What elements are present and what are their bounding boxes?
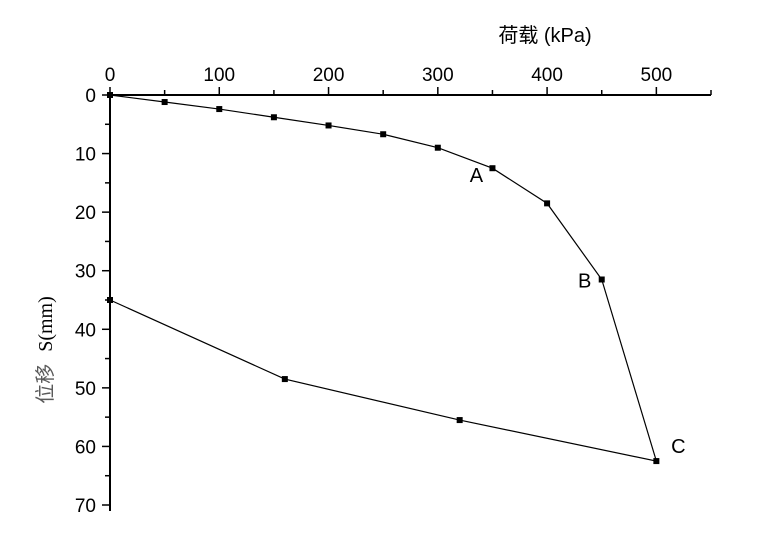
y-axis-title-suffix: S(mm)	[35, 296, 57, 352]
y-tick-label: 60	[75, 437, 96, 458]
annotation-b: B	[578, 271, 591, 293]
data-point	[325, 122, 332, 129]
data-point	[489, 165, 496, 172]
annotation-a: A	[470, 165, 484, 187]
data-point	[456, 417, 463, 424]
data-point	[434, 144, 441, 151]
data-point	[216, 106, 223, 113]
x-axis-title: 荷载 (kPa)	[498, 24, 591, 47]
data-point	[281, 376, 288, 383]
data-point	[653, 458, 660, 465]
y-tick-label: 70	[75, 496, 96, 517]
y-tick-label: 20	[75, 203, 96, 224]
svg-text:位移 S(mm): 位移 S(mm)	[33, 296, 57, 404]
y-tick-label: 50	[75, 379, 96, 400]
x-tick-label: 500	[641, 65, 673, 86]
data-point	[107, 297, 113, 303]
annotation-c: C	[671, 436, 685, 458]
data-point	[598, 276, 605, 283]
x-tick-label: 400	[531, 65, 563, 86]
y-tick-label: 40	[75, 320, 96, 341]
y-tick-label: 10	[75, 145, 96, 166]
x-tick-label: 300	[422, 65, 454, 86]
data-point	[544, 200, 551, 207]
y-axis-title-prefix: 位移	[33, 364, 57, 404]
y-axis-title: 位移 S(mm)	[33, 296, 57, 404]
data-point	[380, 131, 387, 138]
x-tick-label: 100	[203, 65, 235, 86]
x-tick-label: 0	[105, 65, 116, 86]
y-tick-label: 30	[75, 262, 96, 283]
x-tick-label: 200	[313, 65, 345, 86]
data-point	[161, 99, 168, 106]
data-point	[270, 114, 277, 121]
y-tick-label: 0	[85, 86, 96, 107]
series-line	[109, 94, 658, 462]
data-point	[107, 92, 113, 98]
